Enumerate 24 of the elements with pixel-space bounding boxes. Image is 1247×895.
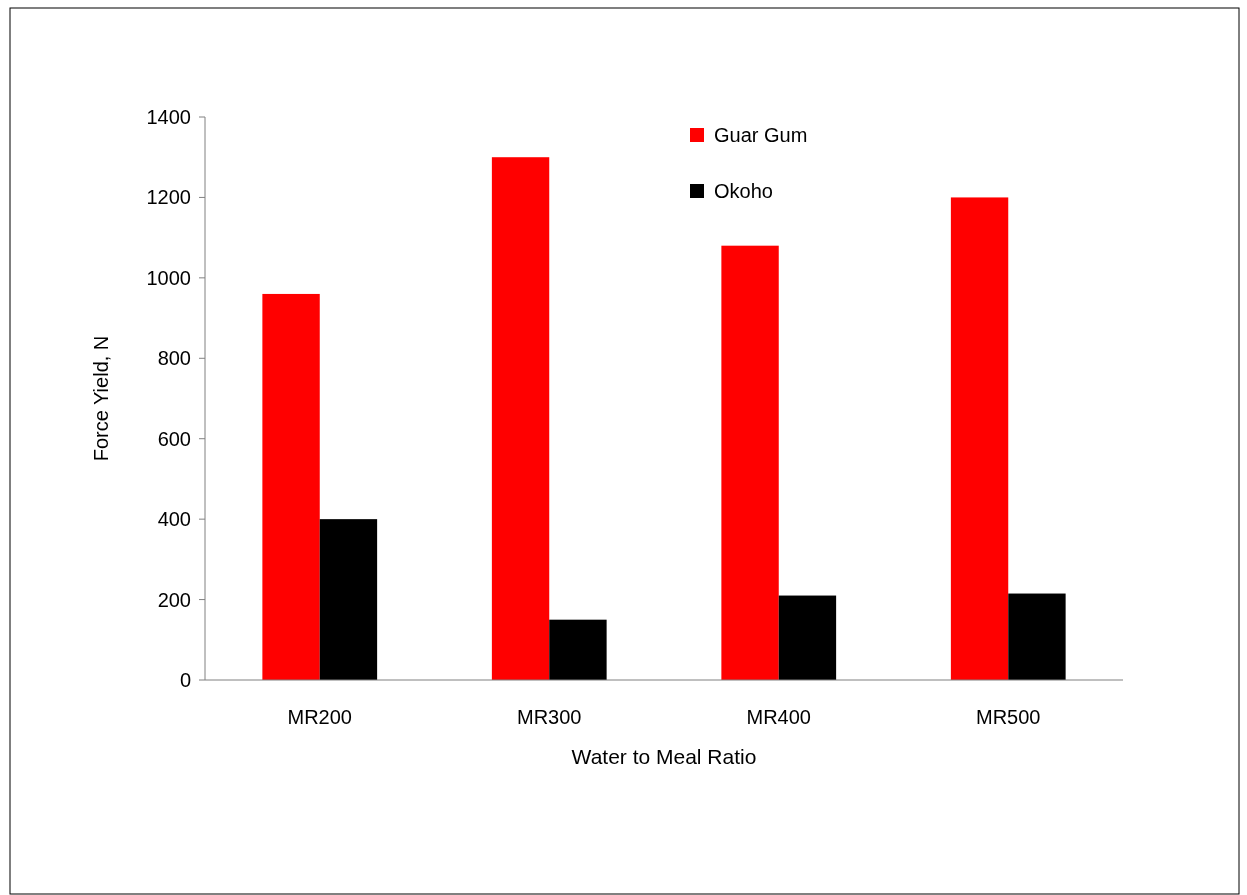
x-tick-label: MR500: [976, 706, 1041, 728]
y-axis-title: Force Yield, N: [90, 335, 112, 462]
y-tick-label: 1200: [146, 186, 191, 209]
bar: [721, 245, 779, 680]
bar: [1008, 593, 1066, 680]
x-tick-label: MR400: [746, 706, 811, 728]
bar: [778, 595, 837, 680]
bar: [319, 519, 378, 680]
y-tick-label: 0: [179, 669, 191, 691]
y-tick-label: 800: [157, 347, 191, 370]
x-axis-title: Water to Meal Ratio: [571, 745, 757, 768]
bar: [262, 293, 320, 680]
y-tick-label: 200: [157, 588, 191, 611]
x-tick-label: MR300: [517, 706, 582, 728]
legend-label: Okoho: [714, 180, 773, 202]
y-tick-label: 400: [157, 508, 191, 531]
y-tick-label: 1000: [146, 266, 191, 289]
legend-label: Guar Gum: [714, 124, 808, 146]
bar: [491, 157, 550, 680]
y-tick-label: 1400: [146, 106, 191, 128]
x-tick-label: MR200: [287, 706, 352, 728]
bar: [950, 197, 1009, 680]
bar: [549, 619, 607, 680]
y-tick-label: 600: [157, 427, 191, 450]
